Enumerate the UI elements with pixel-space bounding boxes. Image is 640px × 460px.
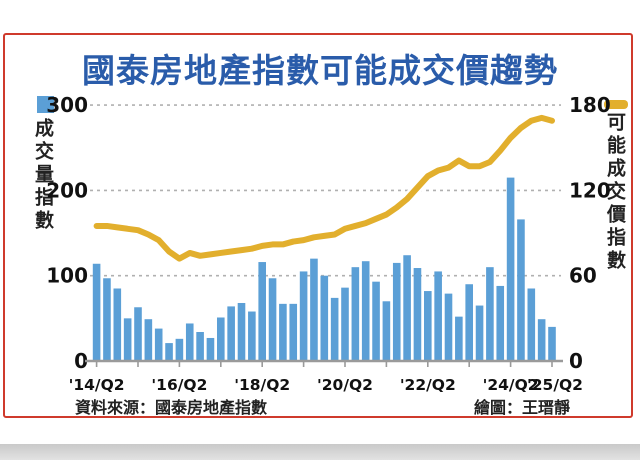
- credit-note: 繪圖：王瑨靜: [473, 398, 570, 417]
- left-axis-tick-label: 0: [74, 349, 88, 373]
- volume-bar: [134, 307, 142, 361]
- price-line: [93, 114, 555, 262]
- x-axis-label: '25/Q2: [527, 376, 583, 394]
- left-axis-tick-label: 100: [46, 264, 88, 288]
- volume-bar: [299, 271, 308, 361]
- x-axis-label: '20/Q2: [317, 376, 373, 394]
- x-axis-label: '18/Q2: [234, 376, 290, 394]
- x-axis-label: '24/Q2: [483, 376, 539, 394]
- volume-bar: [248, 311, 256, 361]
- volume-bar: [123, 318, 132, 361]
- volume-legend-square-icon: [37, 96, 54, 113]
- x-axis-label: '14/Q2: [69, 376, 125, 394]
- volume-bar: [455, 316, 463, 361]
- bottom-gray-strip: [0, 444, 640, 460]
- volume-bar: [537, 319, 546, 361]
- right-axis-tick-label: 120: [569, 178, 611, 202]
- volume-bar: [434, 271, 442, 361]
- right-axis-tick-label: 0: [569, 349, 583, 373]
- volume-bar: [113, 288, 122, 361]
- volume-bar: [268, 278, 277, 361]
- source-note: 資料來源：國泰房地產指數: [75, 398, 268, 417]
- volume-bar: [185, 323, 194, 361]
- volume-bar: [144, 319, 153, 361]
- right-axis-tick-label: 60: [569, 264, 597, 288]
- volume-bar: [486, 267, 494, 361]
- volume-bar: [403, 255, 411, 361]
- volume-bar: [496, 285, 505, 361]
- volume-bar: [330, 297, 339, 361]
- right-axis-tick-label: 180: [569, 93, 611, 117]
- volume-bar: [361, 261, 370, 361]
- price-legend-dash-icon: [604, 100, 628, 109]
- volume-bar: [413, 268, 422, 361]
- volume-bar: [92, 263, 101, 361]
- volume-bar: [217, 317, 225, 361]
- volume-bar: [289, 303, 298, 361]
- left-axis-tick-label: 200: [46, 178, 88, 202]
- x-axis-label: '16/Q2: [151, 376, 207, 394]
- volume-bar: [165, 343, 173, 361]
- volume-bar: [103, 278, 111, 361]
- volume-bar: [258, 262, 266, 361]
- left-axis-tick-label: 300: [46, 93, 88, 117]
- chart-title: 國泰房地產指數可能成交價趨勢: [82, 51, 558, 90]
- volume-bar: [237, 302, 246, 361]
- volume-bar: [206, 337, 215, 361]
- volume-bar: [444, 293, 453, 361]
- volume-bar: [310, 258, 318, 361]
- volume-bar: [372, 281, 380, 361]
- x-axis-label: '22/Q2: [400, 376, 456, 394]
- volume-bar: [382, 301, 391, 361]
- volume-bar: [320, 275, 329, 361]
- volume-bar: [227, 306, 235, 361]
- volume-bar: [424, 291, 432, 361]
- volume-bar: [506, 177, 515, 361]
- volume-bar: [517, 219, 525, 361]
- volume-bar: [196, 331, 204, 361]
- left-axis-title: 成交量指數: [32, 118, 54, 233]
- volume-bar: [392, 262, 401, 361]
- volume-bar: [351, 267, 360, 361]
- volume-bar: [527, 288, 536, 361]
- volume-bar: [279, 303, 287, 361]
- volume-bar: [154, 328, 163, 361]
- volume-bar: [341, 287, 349, 361]
- volume-bar: [475, 305, 484, 361]
- volume-bar: [465, 284, 473, 361]
- volume-bar: [175, 338, 184, 361]
- right-axis-title: 可能成交價指數: [604, 112, 626, 273]
- volume-bar: [548, 326, 556, 361]
